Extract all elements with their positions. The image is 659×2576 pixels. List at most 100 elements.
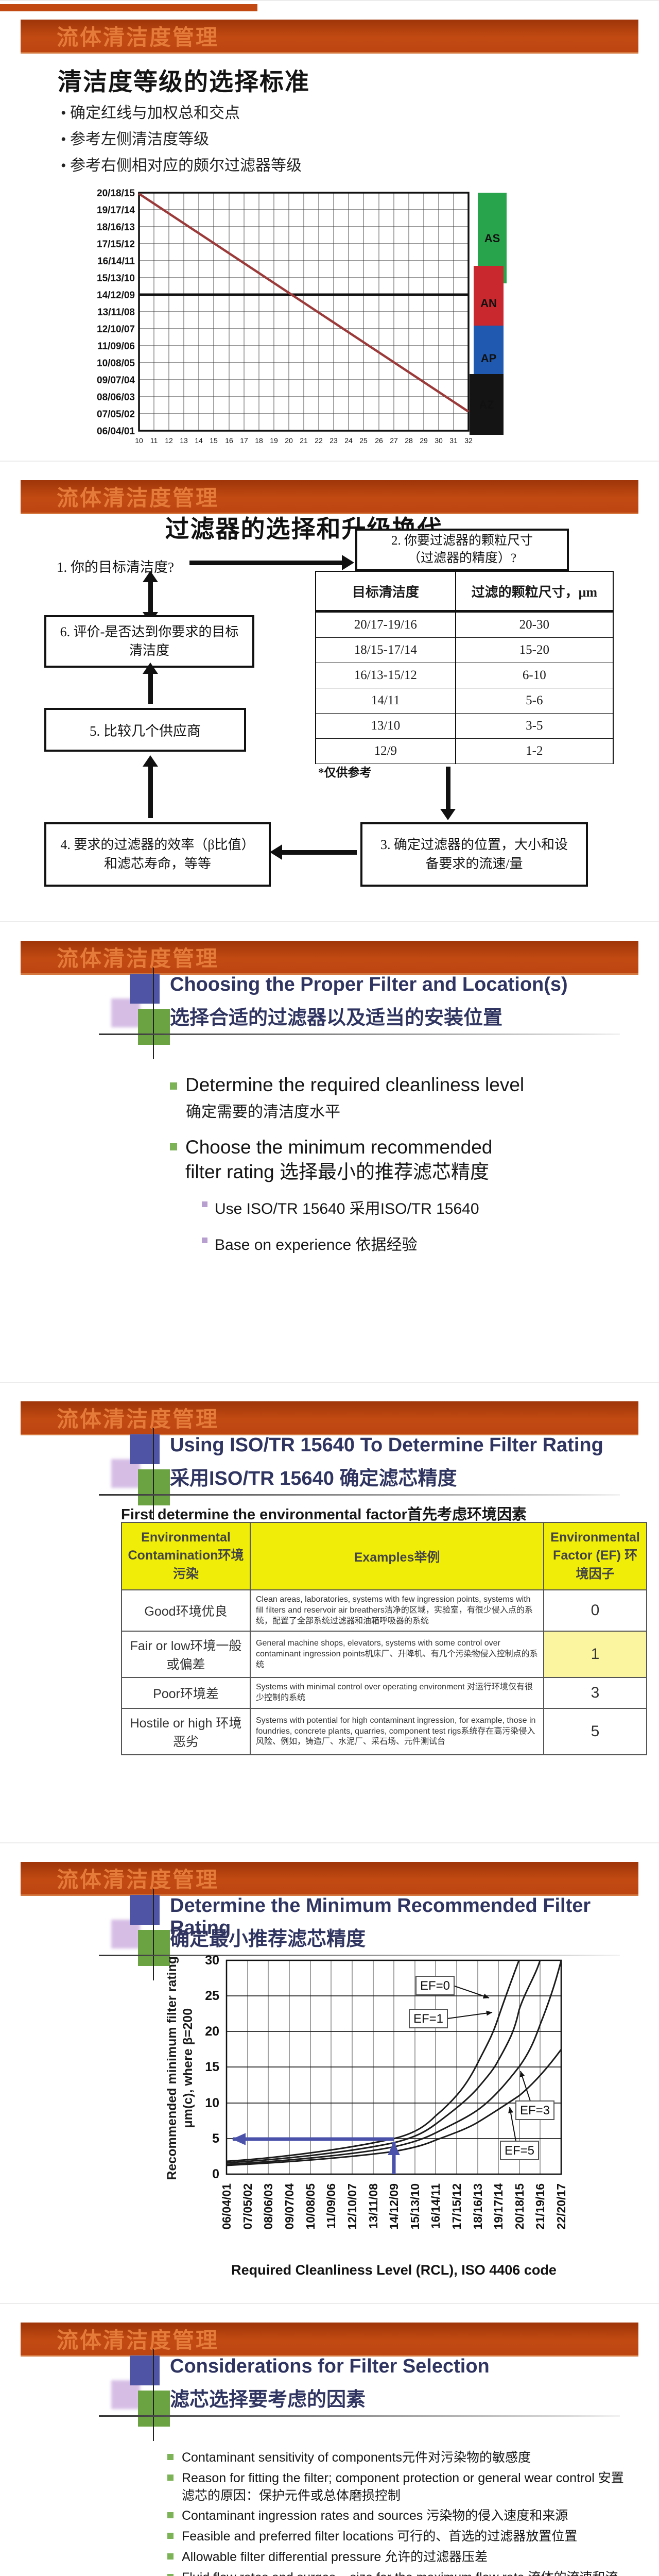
- flow-step-4: 4. 要求的过滤器的效率（β比值） 和滤芯寿命，等等: [44, 822, 271, 887]
- deco-line: [153, 2349, 154, 2441]
- y-tick: 16/14/11: [97, 256, 135, 267]
- table-row: 20/17-19/16 20-30: [315, 611, 614, 638]
- bullet-text: Determine the required cleanliness level: [185, 1074, 525, 1095]
- zone-AP-label: AP: [481, 352, 497, 365]
- x-tick: 28: [405, 436, 413, 445]
- curve-EF3: [226, 1960, 562, 2165]
- x-tick: 22: [315, 436, 323, 445]
- bullet-text: Contaminant ingression rates and sources…: [182, 2509, 568, 2523]
- slide4-title-cn: 采用ISO/TR 15640 确定滤芯精度: [170, 1468, 457, 1489]
- legend-EF0: EF=0: [420, 1979, 450, 1993]
- x-tick: 18/16/13: [471, 2183, 484, 2230]
- ef-cell-highlighted: 1: [543, 1631, 647, 1679]
- table-row: Good环境优良 Clean areas, laboratories, syst…: [121, 1589, 647, 1632]
- y-tick: 12/10/07: [97, 324, 135, 335]
- slide1-bullet: 参考右侧相对应的颇尔过滤器等级: [61, 152, 302, 175]
- x-tick: 12: [165, 436, 173, 445]
- ef-cell: 0: [543, 1589, 647, 1632]
- curve-EF0: [226, 1960, 520, 2162]
- title-rule: [99, 2415, 620, 2417]
- red-weighted-sum-line: [138, 193, 470, 413]
- examples-cell: General machine shops, elevators, system…: [250, 1631, 544, 1679]
- ef-cell: 3: [543, 1677, 647, 1709]
- y-tick: 07/05/02: [97, 409, 135, 420]
- x-tick: 19/17/14: [492, 2183, 505, 2230]
- table-row: 16/13-15/12 6-10: [315, 663, 614, 688]
- bullet-text: Reason for fitting the filter; component…: [182, 2470, 624, 2503]
- zone-AN-label: AN: [480, 297, 497, 310]
- x-tick: 23: [330, 436, 338, 445]
- x-tick: 14: [195, 436, 203, 445]
- double-arrow-icon: [143, 571, 158, 623]
- table-row: 13/10 3-5: [315, 713, 614, 739]
- y-tick: 20: [205, 2024, 219, 2039]
- y-tick: 0: [212, 2167, 219, 2181]
- slide-1-cleanliness-selection: 流体清洁度管理 清洁度等级的选择标准 确定红线与加权总和交点 参考左侧清洁度等级…: [0, 0, 659, 461]
- bullet-item: Determine the required cleanliness level: [170, 1074, 633, 1096]
- sub-bullet-text: Base on experience 依据经验: [215, 1236, 418, 1254]
- banner-title: 流体清洁度管理: [57, 1868, 219, 1892]
- x-tick: 15: [210, 436, 218, 445]
- bullet-item: Feasible and preferred filter locations …: [167, 2528, 628, 2546]
- examples-cell: Clean areas, laboratories, systems with …: [250, 1589, 544, 1632]
- x-tick: 11: [150, 436, 158, 445]
- table-row: Hostile or high 环境恶劣 Systems with potent…: [121, 1707, 647, 1755]
- filter-rating-chart: EF=0 EF=1 EF=3 EF=5 0 5 10 15 20 25 30 0…: [205, 1953, 568, 2278]
- arrow-left-icon: [270, 844, 357, 860]
- legend-EF3: EF=3: [520, 2104, 550, 2117]
- banner-title: 流体清洁度管理: [57, 1407, 219, 1431]
- banner-title: 流体清洁度管理: [57, 2328, 219, 2352]
- flow-step-5: 5. 比较几个供应商: [44, 708, 246, 752]
- x-tick: 25: [359, 436, 368, 445]
- y-tick: 13/11/08: [97, 307, 135, 318]
- iso-cleanliness-chart: AS AN AP AZ 20/18/15 19/17/14 18/16/13 1…: [97, 188, 507, 445]
- sub-bullet-text: Use ISO/TR 15640 采用ISO/TR 15640: [215, 1200, 479, 1218]
- zone-AZ-label: AZ: [479, 398, 494, 411]
- x-tick: 24: [344, 436, 353, 445]
- cell: 15-20: [455, 637, 614, 663]
- cell: 16/13-15/12: [315, 663, 456, 688]
- bullet-text: Fluid flow rates and surges – size for t…: [182, 2569, 628, 2576]
- table-header-row: Environmental Contamination环境污染 Examples…: [121, 1522, 647, 1590]
- legend-EF1: EF=1: [413, 2012, 443, 2026]
- bullet-text: Contaminant sensitivity of components元件对…: [182, 2450, 531, 2465]
- x-tick: 09/07/04: [283, 2183, 296, 2230]
- arrow-up-icon: [143, 663, 158, 704]
- x-tick: 11/09/06: [324, 2183, 338, 2229]
- curve-EF5: [226, 2049, 562, 2166]
- y-tick: 09/07/04: [97, 375, 135, 386]
- y-tick: 15: [205, 2060, 219, 2074]
- bullet-text: Feasible and preferred filter locations …: [182, 2529, 578, 2544]
- slide-banner: 流体清洁度管理: [21, 941, 638, 975]
- title-rule: [99, 1955, 620, 1956]
- sub-bullet-item: Use ISO/TR 15640 采用ISO/TR 15640: [202, 1196, 633, 1218]
- x-tick: 31: [449, 436, 458, 445]
- bullet-item: Allowable filter differential pressure 允…: [167, 2549, 628, 2566]
- arrow-down-icon: [440, 767, 456, 820]
- slide-banner: 流体清洁度管理: [21, 2323, 638, 2357]
- cell: 18/15-17/14: [315, 637, 456, 663]
- arrow-up-icon: [143, 755, 158, 818]
- cell: 20/17-19/16: [315, 611, 456, 638]
- slide-6-considerations: 流体清洁度管理 Considerations for Filter Select…: [0, 2303, 659, 2576]
- examples-cell: Systems with potential for high contamin…: [250, 1707, 544, 1755]
- y-tick: 20/18/15: [97, 188, 135, 199]
- y-tick: 14/12/09: [97, 290, 135, 301]
- x-tick: 10: [135, 436, 143, 445]
- cell: 12/9: [315, 738, 456, 764]
- slide4-subtitle: First determine the environmental factor…: [121, 1506, 527, 1523]
- cell: 3-5: [455, 713, 614, 739]
- deco-line: [153, 1428, 154, 1520]
- table-row: 18/15-17/14 15-20: [315, 637, 614, 663]
- col-header: 目标清洁度: [315, 571, 456, 613]
- y-tick: 15/13/10: [97, 273, 135, 284]
- table-row: Fair or low环境一般或偏差 General machine shops…: [121, 1631, 647, 1679]
- bullet-item: Reason for fitting the filter; component…: [167, 2470, 628, 2505]
- x-tick: 21/19/16: [533, 2183, 547, 2230]
- x-tick: 13/11/08: [367, 2183, 380, 2229]
- slide1-bullet: 确定红线与加权总和交点: [61, 100, 240, 123]
- env-cell: Fair or low环境一般或偏差: [121, 1631, 251, 1679]
- bullet-text: Choose the minimum recommended filter ra…: [185, 1137, 493, 1183]
- col-header: Examples举例: [250, 1522, 544, 1590]
- x-tick: 22/20/17: [554, 2183, 568, 2230]
